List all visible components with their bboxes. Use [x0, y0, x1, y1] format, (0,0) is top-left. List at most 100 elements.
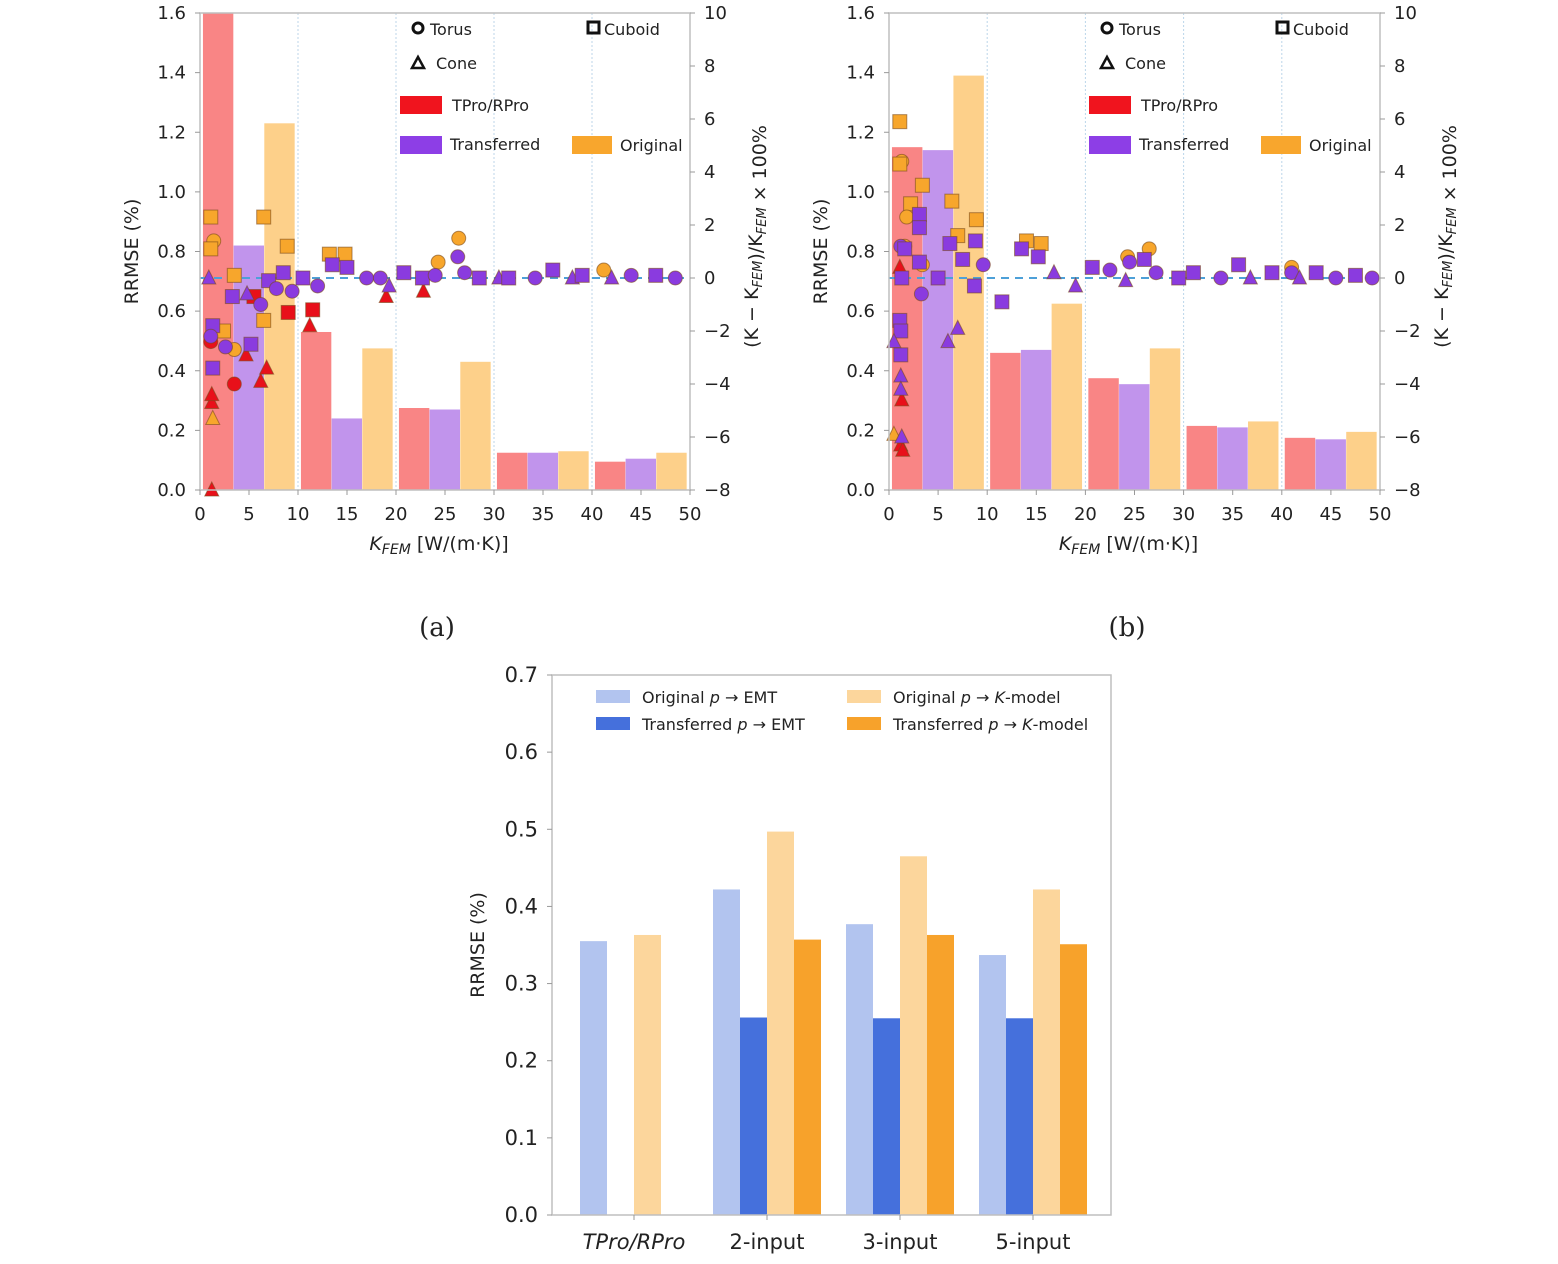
bar-transferred-bin-0	[233, 245, 264, 490]
scatter-point-trans-torus	[975, 257, 991, 273]
legend-arrow: →	[971, 688, 990, 707]
legend-transferred-label: Transferred	[1138, 135, 1229, 154]
scatter-point-orig-cuboid	[279, 238, 295, 254]
legend-swatch-3	[847, 717, 881, 730]
y2-label-part: (K − K	[741, 287, 763, 348]
y2-tick-label: −8	[704, 480, 731, 501]
scatter-point-trans-cuboid	[414, 270, 430, 286]
scatter-point-trans-cuboid	[955, 251, 971, 267]
scatter-point-tpro-cone	[238, 345, 254, 362]
y2-tick-label: −8	[1394, 480, 1421, 501]
y-tick-label: 0.2	[505, 1049, 538, 1073]
legend-p: p	[960, 688, 971, 707]
scatter-point-orig-cuboid	[892, 114, 908, 130]
bar-transferred-bin-2	[1119, 384, 1150, 490]
x-tick-label: 25	[434, 504, 457, 525]
x-tick-label-0: TPro/RPro	[583, 1230, 686, 1254]
scatter-point-trans-torus	[623, 267, 639, 283]
y-tick-label: 1.2	[846, 122, 875, 143]
scatter-point-trans-cuboid	[994, 294, 1010, 310]
bar-3input-series-0	[846, 924, 873, 1215]
scatter-point-trans-cone	[892, 380, 909, 396]
y2-label-part: × 100%	[1439, 125, 1461, 207]
legend-arrow: →	[999, 715, 1018, 734]
scatter-point-trans-cuboid	[911, 254, 927, 270]
legend-transferred-swatch	[1089, 136, 1131, 154]
scatter-point-trans-cone	[1117, 271, 1134, 288]
panel-a-y-axis-label: RRMSE (%)	[121, 199, 143, 305]
y-tick-label: 1.0	[157, 182, 186, 203]
legend-post: -model	[1033, 715, 1089, 734]
scatter-point-tpro-cone	[203, 480, 220, 497]
y-tick-label: 0.1	[505, 1126, 538, 1150]
bar-5input-series-0	[979, 955, 1006, 1215]
y2-tick-label: 6	[1394, 109, 1405, 130]
y2-tick-label: 6	[704, 109, 715, 130]
legend-transferred-label: Transferred	[449, 135, 540, 154]
legend-k: K	[994, 688, 1006, 707]
legend-cone-label: Cone	[1125, 54, 1166, 73]
x-tick-label: 45	[630, 504, 653, 525]
legend-post: EMT	[766, 715, 805, 734]
bar-tprorpro-bin-1	[300, 331, 332, 490]
scatter-point-trans-torus	[667, 270, 683, 286]
x-tick-label: 40	[1270, 504, 1293, 525]
legend-transferred-swatch	[400, 136, 442, 154]
y-tick-label: 1.6	[157, 3, 186, 24]
scatter-point-trans-cone	[886, 332, 902, 349]
scatter-point-trans-cone	[201, 268, 217, 285]
bar-tprorpro-bin-3	[1186, 425, 1217, 490]
scatter-point-trans-torus	[359, 270, 375, 286]
x-tick-label: 5	[243, 504, 254, 525]
scatter-point-trans-cuboid	[545, 262, 561, 278]
scatter-point-trans-cuboid	[1136, 251, 1152, 267]
legend-arrow: →	[720, 688, 739, 707]
y2-tick-label: 10	[1394, 3, 1417, 24]
bar-transferred-bin-1	[331, 418, 362, 490]
scatter-point-trans-torus	[1213, 270, 1229, 286]
y2-tick-label: −6	[1394, 427, 1421, 448]
bar-original-bin-1	[362, 348, 393, 490]
bar-2input-series-2	[767, 831, 794, 1215]
y2-tick-label: −6	[704, 427, 731, 448]
y-tick-label: 0.7	[505, 663, 538, 687]
scatter-point-trans-cuboid	[966, 278, 982, 294]
scatter-point-trans-cone	[1291, 268, 1308, 285]
panel-a-legend: Torus Cuboid Cone TPro/RPro Transferred Origi…	[400, 20, 683, 155]
legend-label-1: Transferred p → EMT	[641, 715, 805, 734]
scatter-point-orig-cuboid	[892, 156, 908, 172]
scatter-point-orig-cuboid	[337, 246, 353, 262]
scatter-point-tpro-cone	[894, 441, 911, 457]
scatter-point-orig-torus	[899, 209, 915, 225]
scatter-point-trans-cuboid	[324, 257, 340, 273]
y-tick-label: 1.2	[157, 122, 186, 143]
panel-c-chart: 0.0 0.1 0.2 0.3 0.4 0.5 0.6 0.7 TPro/RPro 2-input…	[467, 663, 1112, 1254]
scatter-point-trans-torus	[457, 265, 473, 281]
scatter-point-trans-torus	[217, 339, 233, 355]
y-tick-label: 0.5	[505, 817, 538, 841]
bar-2input-series-3	[794, 939, 821, 1215]
scatter-point-trans-cuboid	[1347, 267, 1363, 283]
y2-label-part: FEM	[1445, 207, 1460, 234]
y2-label-part: × 100%	[749, 125, 771, 207]
scatter-point-trans-torus	[527, 270, 543, 286]
scatter-point-tpro-cone	[252, 372, 269, 388]
scatter-point-trans-cuboid	[893, 323, 909, 339]
bar-tprorpro-series-2	[634, 934, 661, 1215]
legend-torus-label: Torus	[1118, 20, 1161, 39]
bar-2input-series-0	[713, 889, 740, 1215]
panel-b-chart: 0 5 10 15 20 25 30 35 40 45 500.00.20.40.60.81.01.…	[810, 3, 1461, 643]
y2-label-part: )/K	[1435, 234, 1457, 261]
panel-a-scatter	[201, 209, 683, 497]
x-tick-label: 35	[1221, 504, 1244, 525]
scatter-point-tpro-cone	[258, 358, 275, 375]
bar-tprorpro-bin-4	[1284, 437, 1316, 490]
scatter-point-trans-cuboid	[275, 265, 291, 281]
bar-transferred-bin-2	[429, 409, 460, 490]
x-tick-label: 0	[883, 504, 894, 525]
scatter-point-trans-torus	[1364, 270, 1380, 286]
scatter-point-trans-cuboid	[1231, 257, 1247, 273]
y-tick-label: 0.8	[157, 242, 186, 263]
scatter-point-orig-torus	[596, 262, 612, 278]
scatter-point-orig-cuboid	[968, 212, 984, 228]
